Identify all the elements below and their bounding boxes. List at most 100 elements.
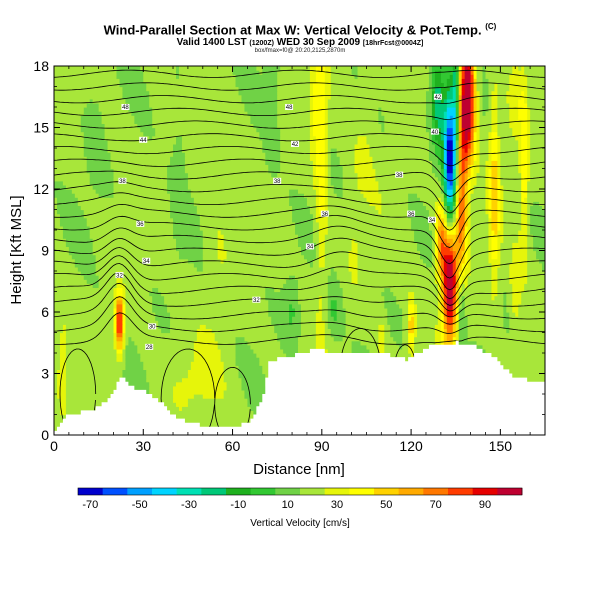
w-cell [485,172,490,178]
w-cell [458,143,463,149]
w-cell [428,82,433,88]
w-cell [515,312,519,317]
w-cell [464,299,504,305]
w-cell [113,295,118,301]
w-cell [452,225,457,231]
w-cell [143,74,177,79]
w-cell [309,119,314,124]
w-cell [414,238,433,243]
w-cell [452,201,457,206]
w-cell [259,357,290,362]
w-cell [488,172,493,178]
w-cell [491,156,498,161]
w-cell [470,180,478,186]
theta-contour [54,247,545,300]
w-cell [488,238,493,243]
w-cell [158,320,171,325]
w-cell [521,156,528,161]
w-cell [464,160,469,165]
w-cell [262,70,278,75]
w-cell [315,66,326,71]
w-cell [491,242,498,247]
w-cell [461,287,493,293]
w-cell [54,316,115,321]
w-cell [443,201,448,206]
w-cell [366,344,379,350]
w-cell [452,328,457,334]
w-cell [428,66,433,71]
w-cell [461,119,472,124]
w-cell [464,189,469,194]
w-cell [232,66,257,71]
theta-label-bg [115,272,124,279]
w-cell [446,143,454,149]
w-cell [530,221,545,227]
w-cell [330,332,347,338]
w-cell [193,197,290,202]
w-cell [458,102,463,108]
w-cell [384,303,400,309]
w-cell [458,148,463,153]
w-cell [464,271,472,276]
w-cell [54,254,73,260]
w-cell [280,131,311,137]
w-cell [464,266,472,272]
w-cell [125,299,153,305]
w-cell [488,225,493,231]
w-cell [324,74,332,79]
w-cell [92,98,127,104]
w-cell [140,127,156,133]
w-cell [455,271,460,276]
w-cell [476,148,481,153]
w-cell [309,74,317,79]
w-cell [458,287,463,293]
w-cell [193,353,222,358]
w-cell [518,139,522,145]
w-cell [324,131,329,137]
w-cell [527,156,531,161]
w-cell [440,164,445,170]
w-cell [152,295,165,301]
w-cell [414,316,418,321]
w-cell [125,98,150,104]
w-cell [277,115,311,120]
w-cell [309,82,314,88]
w-cell [176,238,204,243]
w-cell [122,357,127,362]
w-cell [527,152,531,157]
w-cell [446,82,454,88]
w-cell [491,250,498,256]
w-cell [446,221,454,227]
x-axis-label: Distance [nm] [253,461,345,478]
w-cell [345,320,388,325]
theta-label-bg [291,140,300,147]
w-cell [491,189,498,194]
w-cell [125,353,141,358]
w-cell [455,102,460,108]
w-cell [244,389,269,395]
w-cell [473,131,478,137]
w-cell [286,353,299,358]
w-cell [324,164,329,170]
w-cell [354,160,373,165]
w-cell [431,123,436,129]
w-cell [54,189,73,194]
w-cell [408,295,415,301]
w-cell [312,221,320,227]
w-cell [452,295,457,301]
w-cell [54,115,82,120]
w-cell [357,275,436,280]
w-cell [56,205,82,211]
w-cell [482,78,490,83]
w-cell [113,340,118,346]
w-cell [467,209,472,215]
w-cell [327,98,427,104]
w-cell [488,98,493,104]
w-cell [446,131,454,137]
w-cell [452,275,457,280]
theta-contour [54,120,545,136]
w-cell [193,394,204,399]
colorbar-tick-label: -10 [230,499,246,511]
w-cell [452,213,457,219]
